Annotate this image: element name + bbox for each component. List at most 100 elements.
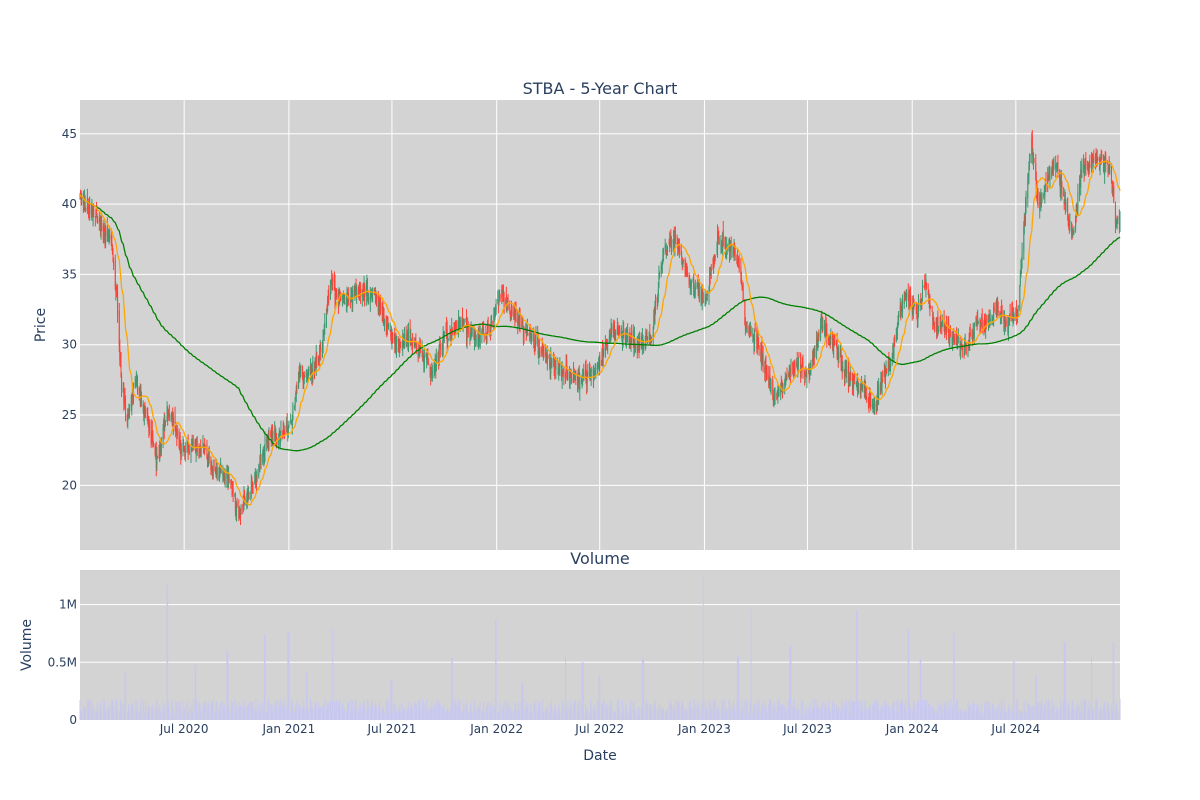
candle-body	[822, 325, 824, 329]
candle-body	[749, 328, 751, 336]
volume-bar-102	[160, 711, 162, 720]
candle-303	[320, 342, 322, 361]
candle-684	[624, 328, 626, 344]
candle-444	[433, 361, 435, 379]
candle-441	[430, 366, 432, 382]
candle-127	[180, 439, 182, 465]
candle-body	[118, 310, 120, 346]
candle-body	[407, 333, 409, 348]
candle-body	[582, 378, 584, 381]
candle-body	[529, 333, 531, 335]
volume-bar-562	[526, 709, 528, 720]
volume-bar-252	[279, 701, 281, 720]
volume-bar-339	[349, 711, 351, 720]
volume-bar-444	[433, 703, 435, 720]
candle-body	[836, 342, 838, 356]
volume-bar-861	[765, 712, 767, 720]
candle-body	[238, 513, 240, 517]
candle-body	[1102, 162, 1104, 169]
candle-body	[653, 312, 655, 320]
candle-body	[615, 333, 617, 337]
volume-bar-649	[596, 700, 598, 720]
volume-bar-17	[92, 709, 94, 720]
candle-473	[455, 319, 457, 330]
candle-body	[888, 361, 890, 367]
candle-body	[479, 333, 481, 347]
candle-1070	[932, 312, 934, 330]
volume-bar-682	[622, 714, 624, 720]
candle-body	[682, 260, 684, 262]
candle-body	[939, 324, 941, 326]
candle-980	[860, 379, 862, 399]
candle-body	[814, 349, 816, 357]
volume-bar-867	[769, 699, 771, 720]
candle-body	[423, 355, 425, 370]
volume-bar-462	[447, 707, 449, 720]
volume-bar-192	[232, 701, 234, 720]
candle-body	[429, 366, 431, 371]
volume-bar-802	[718, 706, 720, 720]
volume-bar-497	[475, 706, 477, 720]
candle-294	[314, 361, 316, 380]
candle-body	[146, 408, 148, 415]
candle-body	[601, 350, 603, 361]
candle-body	[207, 458, 209, 460]
candle-19	[94, 216, 96, 227]
candle-260	[286, 413, 288, 435]
candle-body	[563, 367, 565, 378]
candle-body	[816, 337, 818, 341]
candle-body	[952, 331, 954, 337]
candle-body	[610, 336, 612, 340]
volume-bar-909	[804, 714, 806, 720]
volume-bar-508	[483, 712, 485, 720]
volume-bar-647	[594, 704, 596, 720]
candle-body	[182, 442, 184, 450]
candle-body	[152, 437, 154, 447]
candle-145	[195, 438, 197, 454]
candle-body	[989, 318, 991, 323]
candle-body	[343, 303, 345, 305]
candle-780	[701, 289, 703, 304]
candle-body	[156, 455, 158, 465]
candle-body	[988, 321, 990, 323]
volume-bar-333	[344, 708, 346, 720]
volume-bar-165	[210, 701, 212, 720]
candle-232	[263, 444, 265, 465]
candle-279	[302, 365, 304, 381]
candle-body	[1008, 320, 1010, 323]
candle-815	[729, 237, 731, 263]
volume-bar-606	[562, 713, 564, 720]
candle-body	[148, 424, 150, 429]
candle-body	[682, 262, 684, 268]
candle-33	[105, 225, 107, 248]
volume-bar-987	[865, 706, 867, 720]
volume-bar-882	[781, 703, 783, 720]
volume-bar-659	[604, 708, 606, 720]
candle-body	[1035, 179, 1037, 190]
volume-bar-205	[242, 707, 244, 720]
candle-body	[793, 370, 795, 372]
candle-1167	[1009, 314, 1011, 327]
candle-111	[167, 408, 169, 418]
candle-body	[103, 227, 105, 240]
candle-970	[852, 380, 854, 391]
candle-body	[833, 341, 835, 344]
volume-bar-152	[200, 709, 202, 720]
candle-body	[515, 310, 517, 322]
candle-body	[186, 440, 188, 450]
candle-1059	[923, 285, 925, 288]
volume-bar-198	[236, 706, 238, 720]
volume-bar-510	[485, 706, 487, 720]
candle-body	[85, 207, 87, 209]
volume-bar-321	[335, 710, 337, 720]
candle-1021	[892, 345, 894, 359]
candle-body	[306, 373, 308, 375]
volume-bar-93	[152, 709, 154, 720]
volume-bar-234	[266, 711, 268, 720]
candle-1075	[936, 316, 938, 340]
volume-bar-458	[443, 705, 445, 720]
candle-56	[123, 398, 125, 406]
price-grid	[80, 100, 1120, 550]
candle-body	[829, 338, 831, 344]
candle-334	[345, 293, 347, 312]
